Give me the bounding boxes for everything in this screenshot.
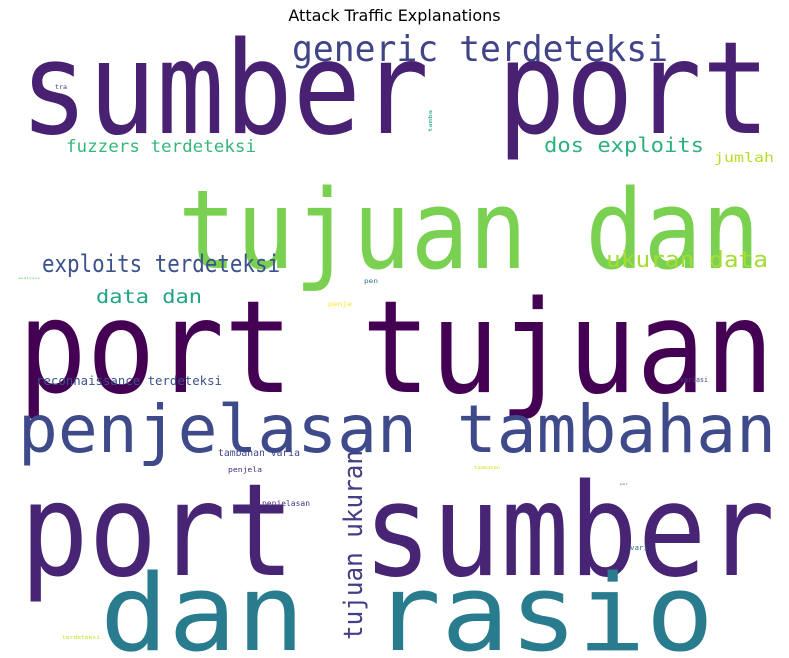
word-generic-terdeteksi: generic terdeteksi [292, 29, 668, 70]
word-analysis: analysis [18, 276, 40, 280]
word-penjela: penjela [228, 466, 262, 474]
word-tambahan-varia: tambahan varia [218, 448, 300, 459]
word-pen: pen [364, 278, 378, 285]
word-reconnaissance-terdeteksi: reconnaissance terdeteksi [36, 374, 222, 388]
word-data-dan: data dan [96, 286, 202, 308]
word-penjelasan-tambahan: penjelasan tambahan [18, 391, 776, 468]
word-vari: vari [630, 544, 648, 552]
word-tujuan-dan: tujuan dan [178, 166, 760, 294]
word-penjelasan: penjelasan [262, 499, 310, 508]
word-dos-exploits: dos exploits [544, 133, 704, 157]
word-tra: tra [55, 84, 67, 91]
chart-title: Attack Traffic Explanations [288, 6, 501, 25]
word-dan-rasio: dan rasio [100, 552, 714, 658]
word-port-sumber: port sumber [20, 457, 775, 606]
word-variasi: variasi [680, 376, 708, 384]
word-terdeteksi: terdeteksi [62, 635, 100, 641]
word-sumber-port: sumber port [20, 15, 770, 164]
word-penje: penje [328, 301, 353, 308]
word-exploits-terdeteksi: exploits terdeteksi [42, 250, 280, 278]
word-jumlah: jumlah [714, 151, 774, 166]
word-por: por [620, 482, 628, 486]
word-tambahan: tambahan [474, 465, 501, 470]
word-tamba: tamba [428, 110, 434, 132]
word-port-tujuan: port tujuan [18, 274, 774, 423]
word-tujuan-ukuran: tujuan ukuran [339, 450, 369, 640]
word-fuzzers-terdeteksi: fuzzers terdeteksi [66, 137, 256, 157]
word-ukuran-data: ukuran data [606, 248, 768, 273]
